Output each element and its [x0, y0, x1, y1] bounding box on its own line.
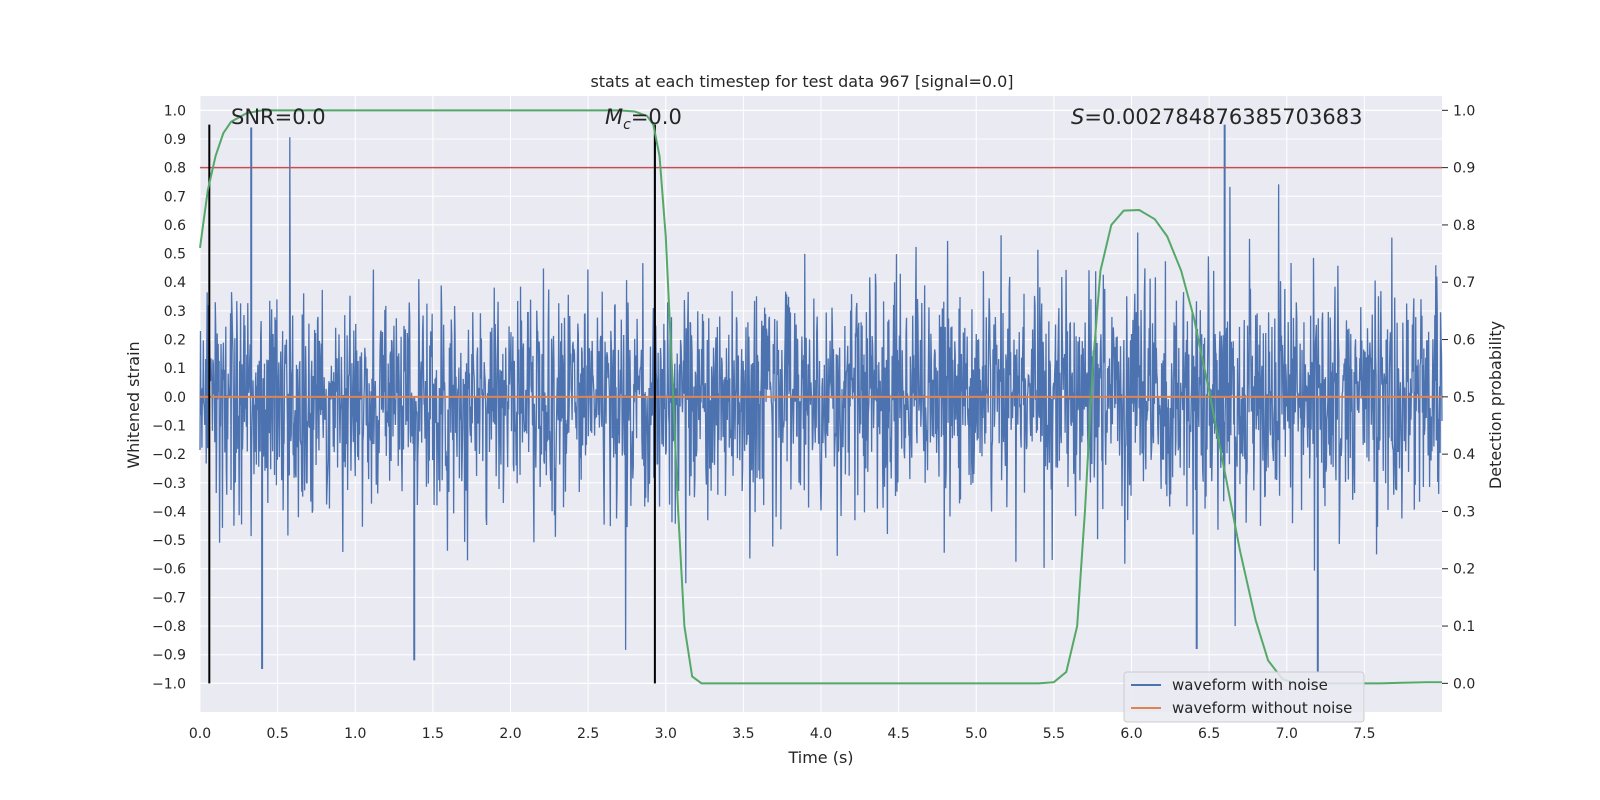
x-tick-label: 3.0 [655, 726, 677, 742]
y-tick-label: −0.4 [152, 504, 186, 520]
y-tick-label: 0.0 [164, 390, 186, 406]
mc-annotation: Mc=0.0 [605, 105, 682, 133]
y-tick-label: 0.4 [164, 275, 186, 291]
y-tick-label: −0.1 [152, 418, 186, 434]
y2-tick-label: 0.4 [1453, 447, 1475, 463]
x-tick-label: 6.5 [1198, 726, 1220, 742]
y-axis-label: Whitened strain [124, 341, 143, 468]
y2-tick-label: 0.9 [1453, 161, 1475, 177]
y2-tick-label: 0.7 [1453, 275, 1475, 291]
y2-axis-ticks: 1.0 0.9 0.8 0.7 0.6 0.5 0.4 0.3 0.2 0.1 0.0 [1442, 103, 1475, 692]
x-tick-label: 4.0 [810, 726, 832, 742]
y-tick-label: 0.7 [164, 189, 186, 205]
y-tick-label: −0.7 [152, 590, 186, 606]
x-axis-label: Time (s) [787, 748, 853, 767]
x-tick-label: 7.5 [1353, 726, 1375, 742]
mc-symbol: M [605, 105, 623, 129]
y-tick-label: 0.1 [164, 361, 186, 377]
y2-tick-label: 0.2 [1453, 562, 1475, 578]
legend: waveform with noise waveform without noi… [1123, 671, 1365, 723]
x-tick-label: 4.5 [887, 726, 909, 742]
y-tick-label: 0.8 [164, 161, 186, 177]
y-tick-label: 1.0 [164, 103, 186, 119]
x-tick-label: 0.0 [189, 726, 211, 742]
s-value: =0.002784876385703683 [1084, 105, 1362, 129]
x-tick-label: 0.5 [266, 726, 288, 742]
chart-title: stats at each timestep for test data 967… [590, 72, 1013, 91]
legend-label-clean: waveform without noise [1172, 699, 1352, 717]
y-tick-label: −0.9 [152, 648, 186, 664]
y2-tick-label: 0.8 [1453, 218, 1475, 234]
y-tick-label: −0.6 [152, 562, 186, 578]
y-tick-label: −0.3 [152, 476, 186, 492]
y-tick-label: 0.6 [164, 218, 186, 234]
y-tick-label: 0.3 [164, 304, 186, 320]
y2-tick-label: 0.1 [1453, 619, 1475, 635]
y-tick-label: 0.2 [164, 333, 186, 349]
x-tick-label: 5.0 [965, 726, 987, 742]
y-tick-label: 0.5 [164, 247, 186, 263]
y2-tick-label: 0.6 [1453, 333, 1475, 349]
x-tick-label: 3.5 [732, 726, 754, 742]
legend-box [1123, 671, 1365, 723]
x-tick-label: 2.0 [499, 726, 521, 742]
s-symbol: S [1071, 105, 1084, 129]
x-tick-label: 6.0 [1120, 726, 1142, 742]
probability-line [199, 109, 1442, 685]
x-tick-label: 7.0 [1276, 726, 1298, 742]
probability-series [199, 109, 1442, 685]
y-tick-label: 0.9 [164, 132, 186, 148]
mc-subscript: c [623, 117, 631, 133]
y-tick-label: −1.0 [152, 676, 186, 692]
legend-label-noise: waveform with noise [1172, 676, 1328, 694]
snr-annotation: SNR=0.0 [231, 105, 326, 129]
s-annotation: S=0.002784876385703683 [1071, 105, 1362, 129]
y-tick-label: −0.2 [152, 447, 186, 463]
y2-tick-label: 0.3 [1453, 504, 1475, 520]
y-axis-ticks: 1.0 0.9 0.8 0.7 0.6 0.5 0.4 0.3 0.2 0.1 0.0 −0.1 −0.… [152, 103, 186, 692]
y2-tick-label: 0.5 [1453, 390, 1475, 406]
y-tick-label: −0.8 [152, 619, 186, 635]
marker-lines [208, 124, 656, 684]
x-tick-label: 5.5 [1043, 726, 1065, 742]
x-tick-label: 2.5 [577, 726, 599, 742]
mc-value: =0.0 [631, 105, 682, 129]
x-axis-ticks: 0.0 0.5 1.0 1.5 2.0 2.5 3.0 3.5 4.0 4.5 5.0 5.5 6.0 6… [189, 726, 1376, 742]
y2-tick-label: 1.0 [1453, 103, 1475, 119]
noise-waveform-line [199, 137, 1443, 650]
x-tick-label: 1.0 [344, 726, 366, 742]
y-tick-label: −0.5 [152, 533, 186, 549]
y2-tick-label: 0.0 [1453, 676, 1475, 692]
x-tick-label: 1.5 [422, 726, 444, 742]
y2-axis-label: Detection probability [1486, 321, 1505, 489]
